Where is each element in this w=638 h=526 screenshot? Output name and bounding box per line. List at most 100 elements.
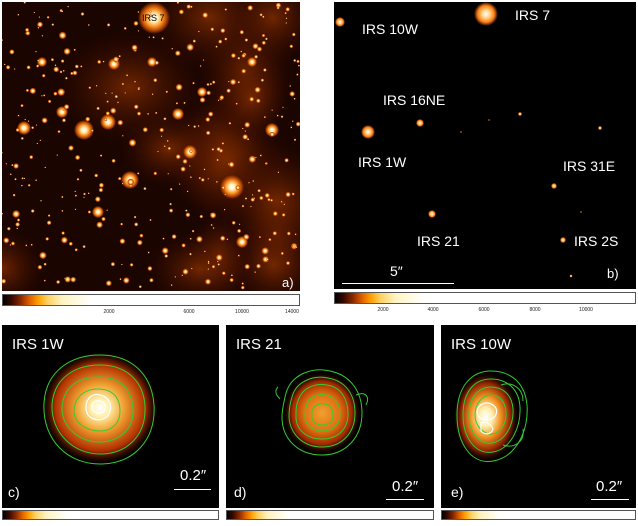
panel-a-colorbar-tick: 6000: [183, 309, 195, 315]
star: [117, 176, 122, 181]
star: [27, 183, 31, 187]
star: [149, 277, 154, 283]
star: [212, 227, 215, 229]
star: [37, 26, 40, 29]
star: [190, 5, 193, 9]
star: [206, 82, 210, 87]
faint-source: [580, 211, 582, 213]
star: [3, 63, 6, 66]
star: [207, 177, 210, 180]
panel-c-colorbar: [2, 510, 219, 520]
star: [153, 78, 158, 83]
star: [239, 29, 245, 35]
star: [189, 252, 192, 256]
star: [56, 279, 61, 285]
star: [220, 28, 226, 34]
star: [106, 209, 108, 212]
star: [235, 185, 241, 191]
star: [252, 180, 255, 182]
star: [61, 195, 64, 199]
star: [247, 5, 254, 11]
faint-source: [518, 112, 522, 116]
star: [50, 58, 55, 62]
star: [295, 121, 300, 127]
star: [250, 197, 255, 202]
star: [121, 182, 124, 185]
star: [148, 36, 151, 39]
star: [74, 154, 81, 161]
panel-b-deconvolved-field: [334, 2, 636, 289]
bright-star: [92, 206, 104, 218]
star: [198, 30, 200, 33]
star: [159, 127, 165, 133]
star: [257, 188, 261, 193]
star: [15, 128, 20, 132]
star: [59, 70, 63, 74]
panel-b-colorbar-tick: 2000: [377, 307, 389, 313]
star: [3, 237, 10, 244]
star: [289, 91, 296, 97]
star: [211, 80, 216, 84]
star: [294, 233, 297, 236]
star: [217, 263, 221, 266]
panel-a-image: IRS 7 a): [2, 2, 300, 291]
star: [13, 68, 16, 70]
star: [175, 83, 183, 91]
panel-c-title: IRS 1W: [12, 336, 64, 353]
star: [289, 44, 294, 49]
star: [136, 172, 140, 175]
star: [61, 118, 67, 123]
panel-d-irs21-contours: [226, 325, 434, 508]
source-label-irs2s: IRS 2S: [574, 233, 619, 249]
star: [118, 54, 121, 58]
star: [244, 121, 251, 128]
star: [9, 49, 15, 55]
star: [39, 139, 42, 142]
star: [57, 130, 61, 134]
star: [20, 184, 23, 187]
panel-c-letter: c): [8, 484, 20, 500]
star: [152, 36, 155, 39]
star: [151, 93, 154, 96]
star: [263, 68, 267, 72]
star: [223, 208, 226, 211]
star: [2, 212, 4, 215]
star: [112, 56, 120, 63]
panel-c-scale-label: 0.2″: [180, 467, 207, 484]
star: [90, 129, 94, 133]
star: [54, 64, 57, 67]
star: [9, 173, 12, 176]
bright-star: [100, 114, 116, 130]
star: [46, 220, 52, 226]
panel-e-scale-label: 0.2″: [596, 478, 623, 495]
star: [255, 98, 261, 104]
panel-a-starfield: [2, 2, 300, 291]
star: [290, 126, 293, 129]
star: [241, 282, 244, 285]
star: [285, 191, 291, 198]
star: [11, 163, 14, 167]
panel-a-letter: a): [282, 275, 294, 290]
star: [200, 177, 205, 182]
star: [142, 127, 148, 133]
star: [241, 127, 244, 130]
star: [134, 80, 136, 83]
star: [210, 213, 213, 215]
star: [242, 133, 249, 140]
star: [13, 163, 19, 169]
star: [87, 192, 90, 195]
star: [110, 261, 116, 267]
panel-b-colorbar-tick: 6000: [478, 307, 490, 313]
star: [106, 23, 111, 27]
star: [175, 154, 181, 160]
star: [203, 168, 206, 171]
star: [143, 186, 147, 191]
star: [203, 250, 206, 253]
panel-e-image: IRS 10W 0.2″ e): [441, 325, 636, 508]
source-label-irs10w: IRS 10W: [362, 21, 419, 37]
star: [259, 195, 264, 201]
star: [30, 243, 33, 246]
star: [74, 190, 77, 193]
star: [221, 142, 225, 145]
star: [102, 60, 105, 63]
